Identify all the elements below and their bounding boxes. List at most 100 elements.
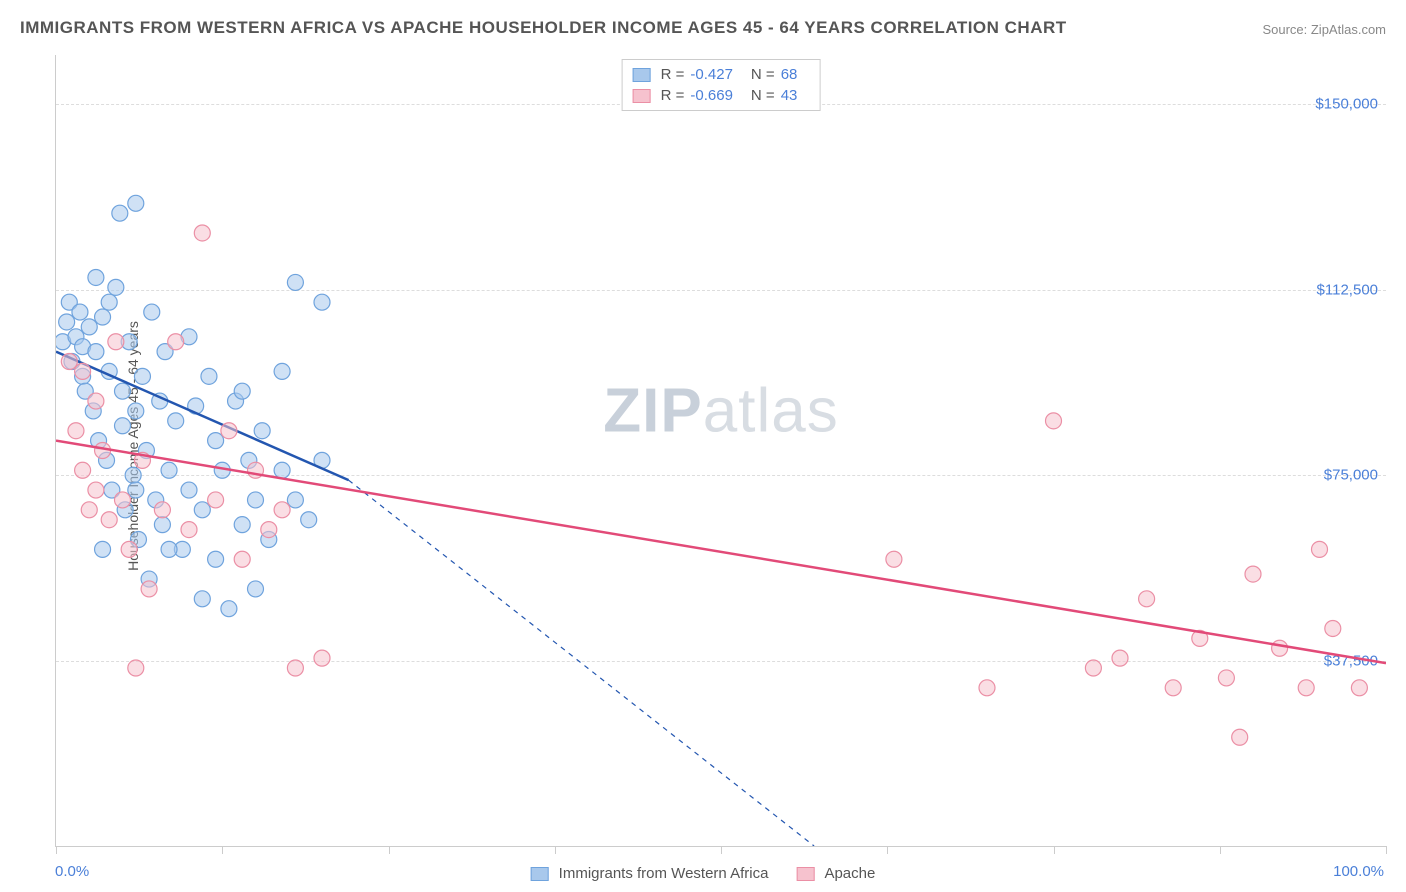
data-point xyxy=(75,462,91,478)
data-point xyxy=(95,309,111,325)
data-point xyxy=(125,467,141,483)
swatch-icon xyxy=(531,867,549,881)
legend-label: Apache xyxy=(824,865,875,882)
chart-title: IMMIGRANTS FROM WESTERN AFRICA VS APACHE… xyxy=(20,18,1067,38)
legend-row-series-1: R = -0.427 N = 68 xyxy=(633,64,810,85)
data-point xyxy=(141,581,157,597)
data-point xyxy=(208,551,224,567)
data-point xyxy=(274,363,290,379)
data-point xyxy=(194,591,210,607)
data-point xyxy=(75,363,91,379)
data-point xyxy=(121,541,137,557)
data-point xyxy=(1232,729,1248,745)
data-point xyxy=(95,541,111,557)
data-point xyxy=(208,433,224,449)
swatch-icon xyxy=(633,68,651,82)
data-point xyxy=(81,502,97,518)
data-point xyxy=(201,368,217,384)
data-point xyxy=(314,650,330,666)
x-tick xyxy=(1220,846,1221,854)
data-point xyxy=(101,294,117,310)
data-point xyxy=(274,502,290,518)
data-point xyxy=(1112,650,1128,666)
data-point xyxy=(115,418,131,434)
data-point xyxy=(221,601,237,617)
data-point xyxy=(287,492,303,508)
x-tick xyxy=(222,846,223,854)
data-point xyxy=(115,492,131,508)
data-point xyxy=(115,383,131,399)
r-value-1: -0.427 xyxy=(690,66,733,83)
data-point xyxy=(1312,541,1328,557)
x-axis-min-label: 0.0% xyxy=(55,863,89,880)
data-point xyxy=(886,551,902,567)
data-point xyxy=(254,423,270,439)
trend-line-extrapolated xyxy=(349,480,814,846)
data-point xyxy=(1139,591,1155,607)
data-point xyxy=(81,319,97,335)
data-point xyxy=(287,274,303,290)
scatter-svg xyxy=(56,55,1386,846)
n-label: N = xyxy=(751,66,775,83)
data-point xyxy=(134,368,150,384)
n-value-2: 43 xyxy=(781,87,798,104)
data-point xyxy=(248,492,264,508)
data-point xyxy=(1298,680,1314,696)
swatch-icon xyxy=(796,867,814,881)
data-point xyxy=(234,551,250,567)
x-tick xyxy=(887,846,888,854)
data-point xyxy=(128,660,144,676)
legend-label: Immigrants from Western Africa xyxy=(559,865,769,882)
trend-line xyxy=(56,441,1386,663)
data-point xyxy=(128,403,144,419)
data-point xyxy=(1218,670,1234,686)
x-tick xyxy=(555,846,556,854)
r-value-2: -0.669 xyxy=(690,87,733,104)
data-point xyxy=(72,304,88,320)
data-point xyxy=(194,502,210,518)
data-point xyxy=(112,205,128,221)
correlation-legend: R = -0.427 N = 68 R = -0.669 N = 43 xyxy=(622,59,821,111)
data-point xyxy=(108,334,124,350)
data-point xyxy=(194,225,210,241)
data-point xyxy=(181,482,197,498)
data-point xyxy=(274,462,290,478)
data-point xyxy=(161,462,177,478)
data-point xyxy=(59,314,75,330)
data-point xyxy=(1351,680,1367,696)
data-point xyxy=(1046,413,1062,429)
data-point xyxy=(314,294,330,310)
swatch-icon xyxy=(633,89,651,103)
n-value-1: 68 xyxy=(781,66,798,83)
data-point xyxy=(168,334,184,350)
data-point xyxy=(108,279,124,295)
x-tick xyxy=(389,846,390,854)
data-point xyxy=(144,304,160,320)
data-point xyxy=(88,344,104,360)
n-label: N = xyxy=(751,87,775,104)
data-point xyxy=(154,502,170,518)
data-point xyxy=(248,581,264,597)
data-point xyxy=(287,660,303,676)
data-point xyxy=(1165,680,1181,696)
data-point xyxy=(101,512,117,528)
legend-item: Immigrants from Western Africa xyxy=(531,865,769,882)
data-point xyxy=(234,517,250,533)
data-point xyxy=(88,269,104,285)
data-point xyxy=(68,423,84,439)
series-legend: Immigrants from Western Africa Apache xyxy=(531,865,876,882)
source-attribution: Source: ZipAtlas.com xyxy=(1262,22,1386,37)
x-tick xyxy=(1054,846,1055,854)
data-point xyxy=(979,680,995,696)
data-point xyxy=(168,413,184,429)
chart-plot-area: ZIPatlas R = -0.427 N = 68 R = -0.669 N … xyxy=(55,55,1386,847)
data-point xyxy=(1272,640,1288,656)
data-point xyxy=(301,512,317,528)
data-point xyxy=(221,423,237,439)
data-point xyxy=(61,354,77,370)
data-point xyxy=(128,482,144,498)
data-point xyxy=(88,393,104,409)
data-point xyxy=(1245,566,1261,582)
data-point xyxy=(234,383,250,399)
data-point xyxy=(128,195,144,211)
